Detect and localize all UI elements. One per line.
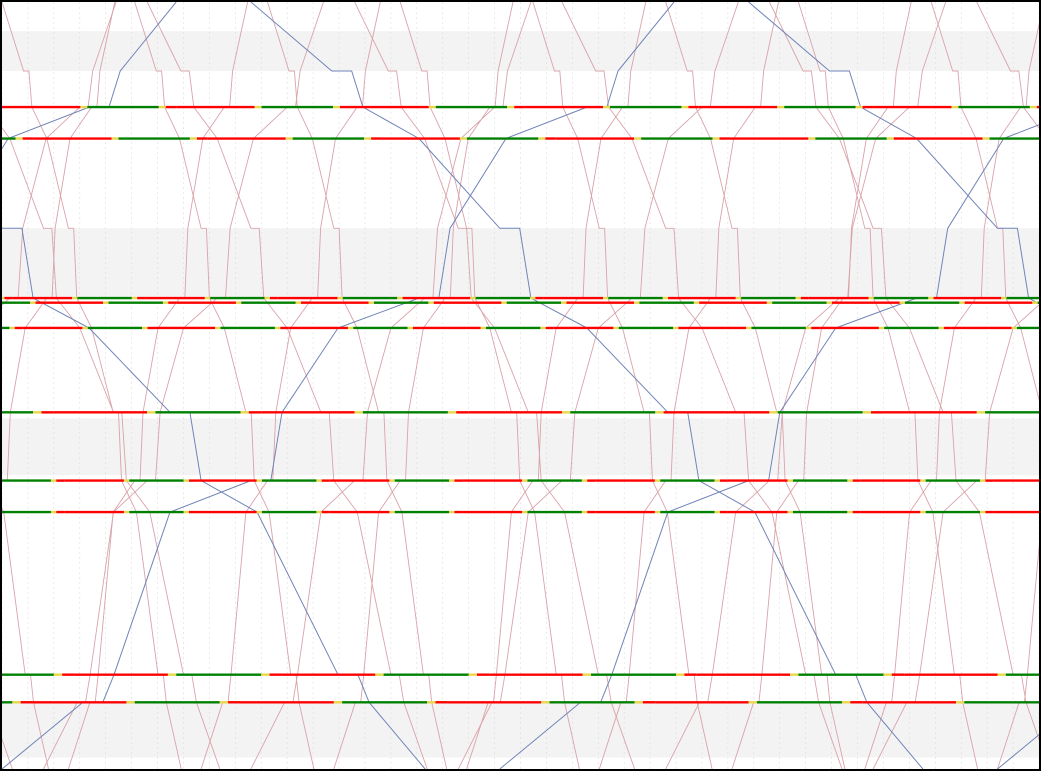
trip-line-0-0 xyxy=(2,2,182,769)
trip-line-1--1 xyxy=(2,2,116,482)
trip-line-5-1 xyxy=(748,2,1039,305)
trip-line-4-2 xyxy=(997,734,1039,769)
trip-line-1-4 xyxy=(598,2,779,769)
trip-line-1-2 xyxy=(333,2,514,769)
trip-line-1-7 xyxy=(997,543,1039,769)
trip-line-4-1 xyxy=(499,124,1039,769)
trip-line-5--1 xyxy=(2,227,426,769)
trip-line-5-0 xyxy=(250,2,924,769)
trip-line-0-5 xyxy=(665,2,846,769)
trip-line-0-2 xyxy=(267,2,448,769)
trip-line-0-7 xyxy=(930,2,1039,402)
trip-line-3--1 xyxy=(2,127,221,769)
trip-line-3--2 xyxy=(2,737,13,769)
trip-line-3-4 xyxy=(976,2,1039,129)
trip-line-0-4 xyxy=(532,2,713,769)
trip-line-1-1 xyxy=(200,2,381,769)
trip-line-1-5 xyxy=(731,2,912,769)
trip-line-0--1 xyxy=(2,507,49,769)
trip-line-0-3 xyxy=(399,2,580,769)
trip-line-3-3 xyxy=(768,2,1039,741)
trip-line-1-0 xyxy=(67,2,249,769)
trip-line-2--1 xyxy=(2,2,117,306)
